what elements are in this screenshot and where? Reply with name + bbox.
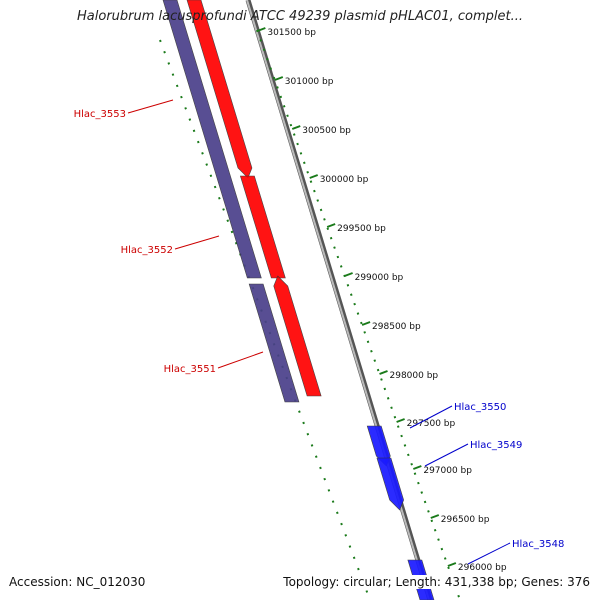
ruler-tick: [430, 514, 440, 519]
ruler-tick: [257, 27, 266, 32]
cds-forward-red-3: [273, 275, 322, 397]
gene-leader-line: [127, 99, 174, 114]
ruler-tick: [274, 76, 284, 81]
cds-forward-red-2: [239, 175, 286, 279]
ruler-tick: [344, 272, 353, 277]
gene-leader-line: [217, 351, 264, 369]
ruler-tick: [361, 321, 371, 326]
tick-label: 299000 bp: [355, 273, 404, 283]
tick-label: 300000 bp: [320, 175, 369, 185]
gene-label: Hlac_3550: [454, 402, 506, 413]
cds-reverse-2: [248, 283, 300, 403]
gene-leader-line: [467, 542, 511, 565]
tick-label: 296500 bp: [441, 515, 490, 525]
tick-label: 298000 bp: [390, 371, 439, 381]
ruler-tick: [412, 465, 422, 470]
map-title: Halorubrum lacusprofundi ATCC 49239 plas…: [77, 9, 523, 24]
accession-label: Accession: NC_012030: [9, 575, 146, 589]
outer-ruler-track: [256, 29, 461, 600]
cds-forward-red-1: [186, 0, 253, 179]
tick-label: 298500 bp: [372, 322, 421, 332]
gene-label: Hlac_3553: [74, 109, 126, 120]
gene-leader-line: [174, 235, 220, 250]
gene-label: Hlac_3549: [470, 440, 522, 451]
gene-label: Hlac_3552: [121, 245, 173, 256]
ruler-tick: [326, 223, 336, 228]
tick-label: 296000 bp: [458, 563, 507, 573]
tick-label: 297500 bp: [407, 419, 456, 429]
tick-label: 299500 bp: [337, 224, 386, 234]
tick-label: 301500 bp: [267, 28, 316, 38]
topology-summary: Topology: circular; Length: 431,338 bp; …: [283, 575, 590, 589]
tick-label: 300500 bp: [302, 126, 351, 136]
gene-label: Hlac_3551: [164, 364, 216, 375]
backbone-line: [246, 0, 430, 600]
gene-leader-line: [409, 405, 453, 429]
gene-label: Hlac_3548: [512, 539, 564, 550]
tick-label: 297000 bp: [423, 466, 472, 476]
cds-reverse-1: [162, 0, 262, 279]
gene-leader-line: [424, 443, 469, 467]
ruler-tick: [379, 370, 388, 375]
cds-forward-blue-2: [376, 457, 404, 511]
ruler-tick: [396, 418, 405, 423]
tick-label: 301000 bp: [285, 77, 334, 87]
ruler-tick: [291, 125, 301, 130]
ruler-tick: [447, 562, 457, 567]
ruler-tick: [309, 174, 319, 179]
